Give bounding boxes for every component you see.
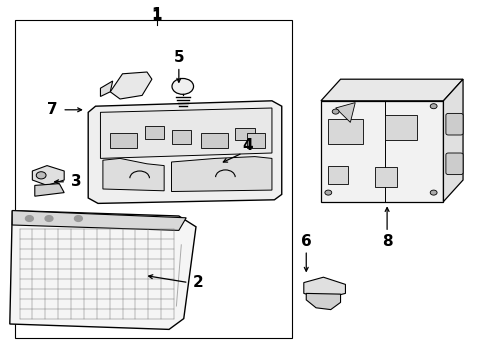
Text: 2: 2 xyxy=(193,275,204,290)
Bar xyxy=(321,101,443,202)
Polygon shape xyxy=(110,72,152,99)
Bar xyxy=(328,119,363,144)
Circle shape xyxy=(430,190,437,195)
Text: 7: 7 xyxy=(47,102,58,117)
Text: 3: 3 xyxy=(71,174,81,189)
Circle shape xyxy=(74,216,82,221)
Circle shape xyxy=(45,216,53,221)
Polygon shape xyxy=(336,103,355,122)
Circle shape xyxy=(430,104,437,109)
Polygon shape xyxy=(35,184,64,196)
Circle shape xyxy=(36,172,46,179)
FancyBboxPatch shape xyxy=(446,113,463,135)
Polygon shape xyxy=(32,166,64,185)
FancyBboxPatch shape xyxy=(446,153,463,175)
Text: 6: 6 xyxy=(301,234,312,249)
Circle shape xyxy=(172,78,194,94)
Bar xyxy=(201,133,228,148)
Polygon shape xyxy=(12,211,186,230)
Polygon shape xyxy=(88,101,282,203)
Polygon shape xyxy=(100,81,113,96)
Text: 8: 8 xyxy=(382,234,392,249)
Bar xyxy=(328,166,348,184)
Bar xyxy=(375,167,397,187)
Polygon shape xyxy=(100,108,272,158)
Circle shape xyxy=(25,216,33,221)
Bar xyxy=(235,128,255,140)
Circle shape xyxy=(325,190,332,195)
Text: 1: 1 xyxy=(151,9,162,24)
Bar xyxy=(172,130,191,144)
Polygon shape xyxy=(10,211,196,329)
Polygon shape xyxy=(321,79,463,101)
Polygon shape xyxy=(304,277,345,299)
Bar xyxy=(247,133,265,148)
Bar xyxy=(145,126,164,139)
Polygon shape xyxy=(103,158,164,191)
Text: 5: 5 xyxy=(173,50,184,65)
Text: 1: 1 xyxy=(151,7,162,22)
Polygon shape xyxy=(172,157,272,192)
Circle shape xyxy=(332,109,339,114)
Polygon shape xyxy=(443,79,463,202)
Bar xyxy=(385,115,416,140)
Bar xyxy=(15,20,292,338)
Polygon shape xyxy=(306,293,341,310)
Text: 4: 4 xyxy=(242,138,253,153)
Bar xyxy=(110,133,137,148)
